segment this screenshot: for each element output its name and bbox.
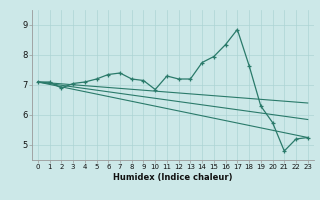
X-axis label: Humidex (Indice chaleur): Humidex (Indice chaleur) — [113, 173, 233, 182]
